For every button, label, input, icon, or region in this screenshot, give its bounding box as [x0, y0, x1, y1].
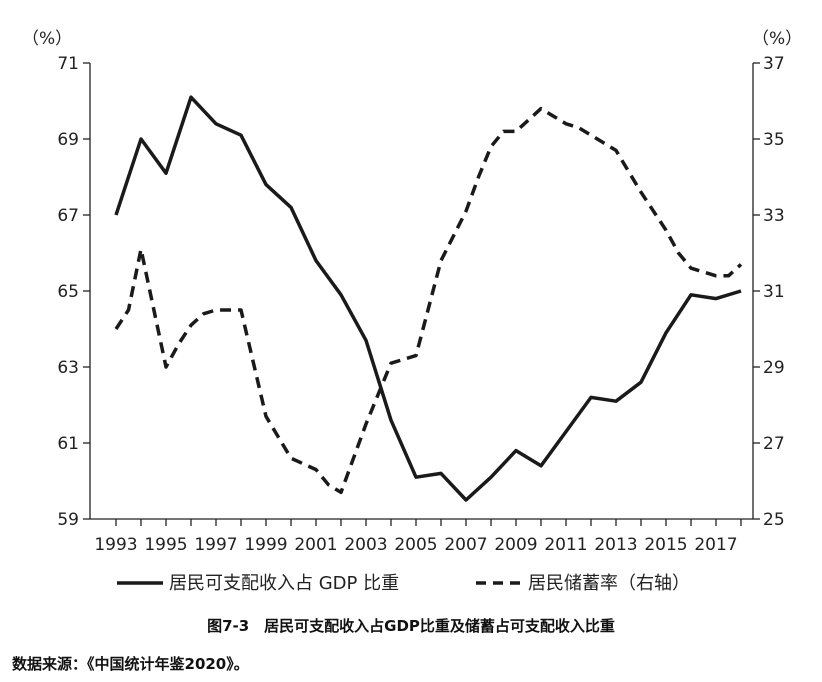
right-axis-ticks: 37 35 33 31 29 27 25	[753, 54, 785, 530]
x-tick-label: 2011	[544, 535, 587, 555]
left-axis-unit: （%）	[22, 29, 72, 49]
left-tick-label: 61	[57, 434, 79, 454]
right-tick-label: 37	[763, 54, 785, 74]
x-axis-ticks: 1993 1995 1997 1999 2001 2003 2005 2007 2009 2011…	[94, 519, 742, 555]
figure-caption: 图7-3 居民可支配收入占GDP比重及储蓄占可支配收入比重	[207, 617, 615, 635]
left-tick-label: 69	[57, 130, 79, 150]
right-tick-label: 31	[763, 282, 785, 302]
x-tick-label: 2005	[394, 535, 437, 555]
right-tick-label: 27	[763, 434, 785, 454]
series-savings-rate-line	[114, 106, 743, 495]
right-axis-unit: （%）	[752, 29, 802, 49]
x-tick-label: 2015	[644, 535, 687, 555]
left-tick-label: 71	[57, 54, 79, 74]
right-tick-label: 35	[763, 130, 785, 150]
x-tick-label: 1997	[194, 535, 237, 555]
x-tick-label: 1999	[244, 535, 287, 555]
right-tick-label: 29	[763, 358, 785, 378]
legend: 居民可支配收入占 GDP 比重 居民储蓄率（右轴）	[117, 573, 690, 594]
data-source-note: 数据来源：《中国统计年鉴2020》。	[12, 655, 249, 673]
left-tick-label: 59	[57, 510, 79, 530]
x-tick-label: 2009	[494, 535, 537, 555]
x-tick-label: 2001	[294, 535, 337, 555]
x-tick-label: 2003	[344, 535, 387, 555]
left-tick-label: 63	[57, 358, 79, 378]
legend-label-savings-rate: 居民储蓄率（右轴）	[528, 573, 690, 594]
x-tick-label: 1993	[94, 535, 137, 555]
right-tick-label: 25	[763, 510, 785, 530]
legend-label-income-share: 居民可支配收入占 GDP 比重	[169, 573, 399, 594]
x-tick-label: 2007	[444, 535, 487, 555]
line-chart: （%） （%） 71 69 67 65 63 61 59 37 35 33 31 29 27 25 19…	[22, 29, 802, 594]
x-tick-label: 2017	[694, 535, 737, 555]
left-axis-ticks: 71 69 67 65 63 61 59	[57, 54, 90, 530]
x-tick-label: 2013	[594, 535, 637, 555]
left-tick-label: 65	[57, 282, 79, 302]
series-layer	[114, 95, 743, 502]
left-tick-label: 67	[57, 206, 79, 226]
right-tick-label: 33	[763, 206, 785, 226]
series-income-share-line	[114, 95, 742, 502]
x-tick-label: 1995	[144, 535, 187, 555]
